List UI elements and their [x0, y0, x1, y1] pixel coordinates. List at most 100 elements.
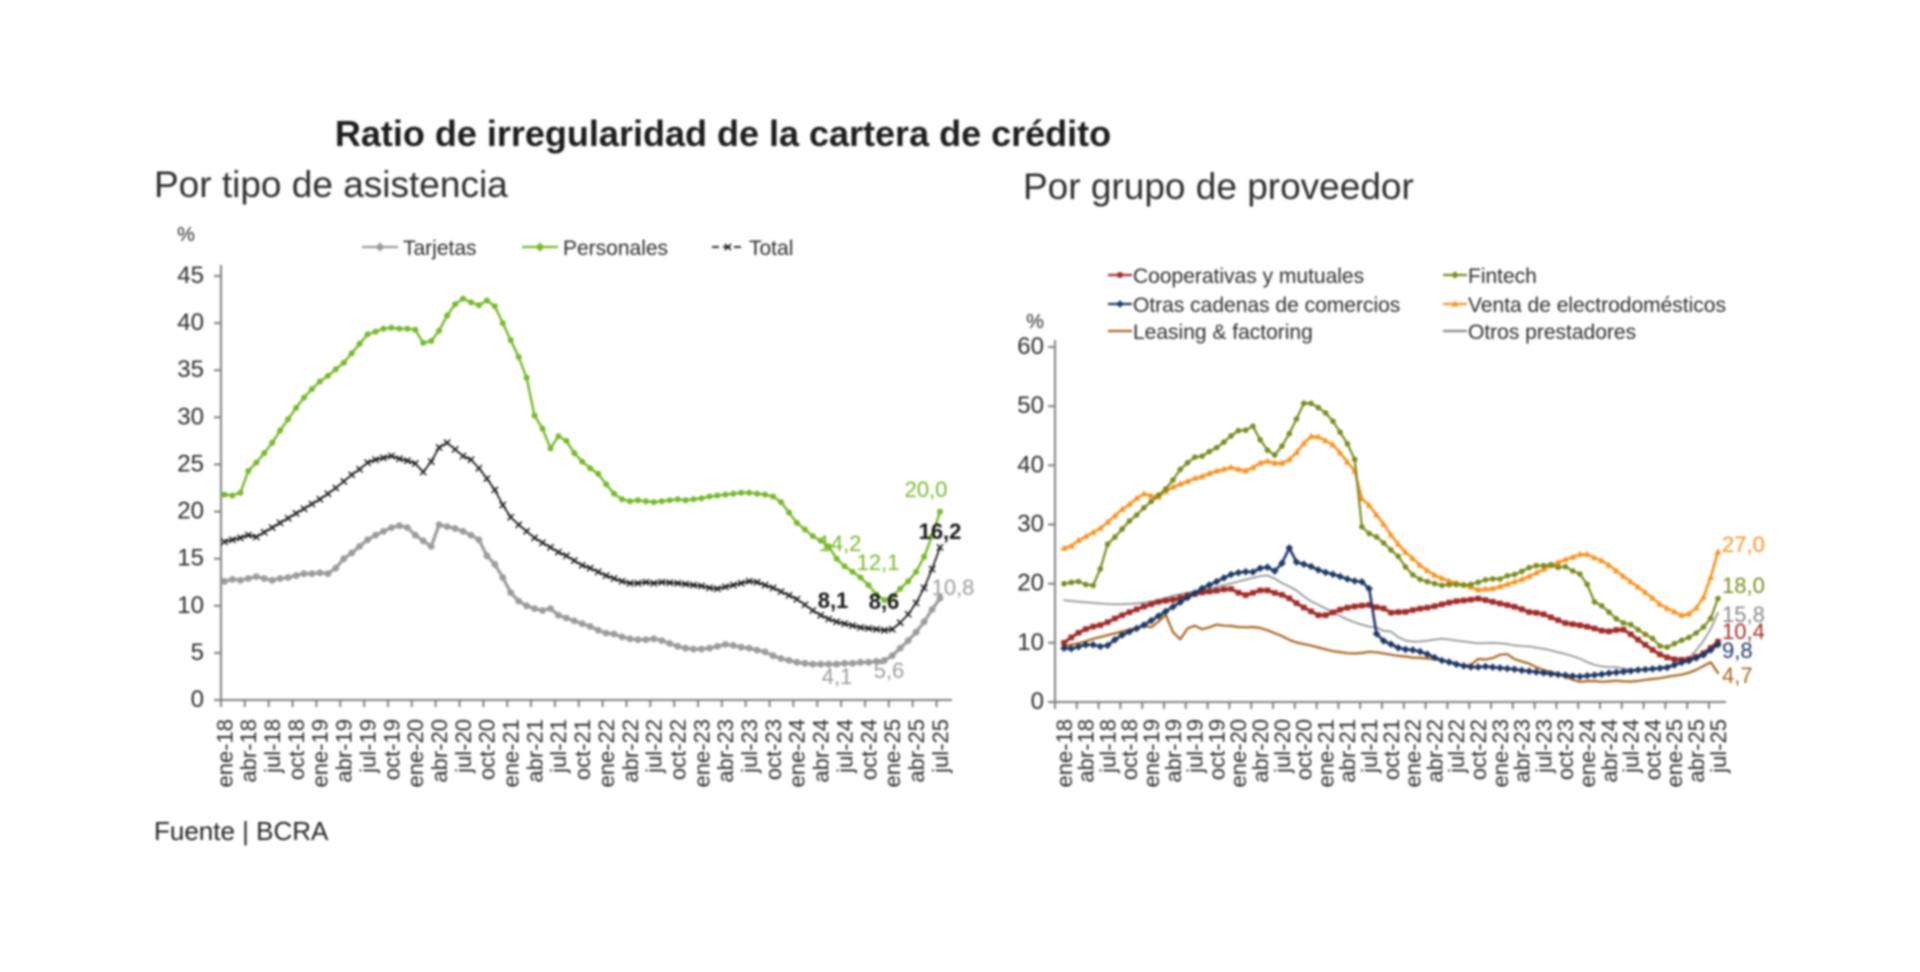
svg-text:Otras cadenas de comercios: Otras cadenas de comercios — [1133, 294, 1400, 317]
svg-text:ene-20: ene-20 — [1226, 719, 1251, 788]
svg-text:oct-19: oct-19 — [1204, 719, 1229, 780]
svg-text:oct-21: oct-21 — [1379, 719, 1404, 780]
svg-text:ene-19: ene-19 — [308, 719, 333, 788]
svg-text:9,8: 9,8 — [1722, 638, 1753, 663]
svg-text:Otros prestadores: Otros prestadores — [1468, 321, 1636, 344]
svg-text:abr-25: abr-25 — [904, 719, 929, 783]
svg-text:10: 10 — [1017, 629, 1044, 656]
svg-text:abr-19: abr-19 — [332, 719, 357, 783]
svg-text:ene-24: ene-24 — [1575, 719, 1600, 788]
svg-text:jul-21: jul-21 — [546, 719, 571, 774]
svg-text:ene-25: ene-25 — [1662, 719, 1687, 788]
svg-text:ene-24: ene-24 — [785, 719, 810, 788]
svg-text:ene-22: ene-22 — [1401, 719, 1426, 788]
svg-text:ene-18: ene-18 — [212, 719, 237, 788]
svg-text:20,0: 20,0 — [905, 477, 948, 502]
svg-text:5,6: 5,6 — [874, 658, 905, 683]
svg-text:jul-23: jul-23 — [1531, 719, 1556, 774]
svg-text:16,2: 16,2 — [919, 519, 962, 544]
svg-text:abr-23: abr-23 — [713, 719, 738, 783]
svg-text:jul-21: jul-21 — [1357, 719, 1382, 774]
svg-text:15,8: 15,8 — [1722, 602, 1765, 627]
svg-text:jul-19: jul-19 — [1183, 719, 1208, 774]
svg-text:20: 20 — [1017, 570, 1044, 597]
svg-text:30: 30 — [177, 403, 204, 430]
svg-text:Ratio de irregularidad de la c: Ratio de irregularidad de la cartera de … — [335, 113, 1111, 154]
svg-text:4,1: 4,1 — [822, 664, 853, 689]
svg-text:abr-24: abr-24 — [809, 719, 834, 783]
svg-text:25: 25 — [177, 450, 204, 477]
svg-text:%: % — [1026, 311, 1044, 333]
svg-text:%: % — [177, 224, 195, 246]
svg-text:40: 40 — [177, 309, 204, 336]
svg-text:jul-22: jul-22 — [642, 719, 667, 774]
svg-text:Fuente | BCRA: Fuente | BCRA — [154, 816, 329, 846]
svg-text:jul-25: jul-25 — [928, 719, 953, 774]
svg-text:8,6: 8,6 — [869, 589, 900, 614]
svg-text:ene-19: ene-19 — [1139, 719, 1164, 788]
svg-text:8,1: 8,1 — [818, 588, 849, 613]
svg-text:abr-20: abr-20 — [427, 719, 452, 783]
svg-text:10,4: 10,4 — [1722, 619, 1765, 644]
svg-text:Personales: Personales — [563, 237, 668, 260]
svg-text:ene-21: ene-21 — [1313, 719, 1338, 788]
svg-text:ene-22: ene-22 — [594, 719, 619, 788]
svg-text:5: 5 — [191, 639, 204, 666]
svg-text:abr-21: abr-21 — [1335, 719, 1360, 783]
svg-text:abr-20: abr-20 — [1248, 719, 1273, 783]
svg-text:oct-23: oct-23 — [1553, 719, 1578, 780]
svg-text:jul-18: jul-18 — [1095, 719, 1120, 774]
svg-text:35: 35 — [177, 356, 204, 383]
svg-text:0: 0 — [191, 686, 204, 713]
svg-text:50: 50 — [1017, 392, 1044, 419]
svg-text:jul-24: jul-24 — [1619, 719, 1644, 774]
svg-text:oct-18: oct-18 — [1117, 719, 1142, 780]
svg-text:ene-25: ene-25 — [880, 719, 905, 788]
svg-text:ene-21: ene-21 — [499, 719, 524, 788]
svg-text:18,0: 18,0 — [1722, 573, 1765, 598]
svg-text:oct-22: oct-22 — [1466, 719, 1491, 780]
svg-text:0: 0 — [1031, 688, 1044, 715]
svg-text:oct-23: oct-23 — [761, 719, 786, 780]
svg-text:27,0: 27,0 — [1722, 532, 1765, 557]
svg-text:14,2: 14,2 — [819, 531, 862, 556]
svg-text:oct-21: oct-21 — [570, 719, 595, 780]
svg-text:4,7: 4,7 — [1722, 663, 1753, 688]
svg-text:oct-19: oct-19 — [379, 719, 404, 780]
svg-text:jul-23: jul-23 — [737, 719, 762, 774]
svg-text:oct-24: oct-24 — [856, 719, 881, 780]
svg-text:abr-19: abr-19 — [1161, 719, 1186, 783]
svg-text:40: 40 — [1017, 451, 1044, 478]
svg-text:abr-22: abr-22 — [618, 719, 643, 783]
svg-text:ene-18: ene-18 — [1052, 719, 1077, 788]
svg-text:Fintech: Fintech — [1468, 265, 1537, 288]
svg-text:jul-20: jul-20 — [1270, 719, 1295, 774]
svg-text:Por tipo de asistencia: Por tipo de asistencia — [154, 164, 508, 205]
svg-text:45: 45 — [177, 262, 204, 289]
svg-text:Total: Total — [749, 237, 793, 260]
svg-text:Leasing & factoring: Leasing & factoring — [1133, 321, 1313, 344]
svg-text:oct-24: oct-24 — [1640, 719, 1665, 780]
svg-text:jul-24: jul-24 — [832, 719, 857, 774]
svg-text:Cooperativas y mutuales: Cooperativas y mutuales — [1133, 265, 1364, 288]
svg-text:15: 15 — [177, 545, 204, 572]
svg-text:Venta de electrodomésticos: Venta de electrodomésticos — [1468, 294, 1726, 317]
svg-text:jul-18: jul-18 — [260, 719, 285, 774]
svg-text:abr-18: abr-18 — [1074, 719, 1099, 783]
svg-text:jul-22: jul-22 — [1444, 719, 1469, 774]
svg-text:Por grupo de proveedor: Por grupo de proveedor — [1023, 166, 1414, 207]
svg-text:10,8: 10,8 — [932, 575, 975, 600]
svg-text:abr-24: abr-24 — [1597, 719, 1622, 783]
svg-text:abr-25: abr-25 — [1684, 719, 1709, 783]
svg-text:12,1: 12,1 — [857, 550, 900, 575]
svg-text:30: 30 — [1017, 511, 1044, 538]
svg-text:jul-19: jul-19 — [355, 719, 380, 774]
svg-text:ene-23: ene-23 — [1488, 719, 1513, 788]
svg-text:jul-25: jul-25 — [1706, 719, 1731, 774]
svg-text:ene-20: ene-20 — [403, 719, 428, 788]
svg-text:10: 10 — [177, 592, 204, 619]
svg-text:oct-18: oct-18 — [284, 719, 309, 780]
svg-text:abr-22: abr-22 — [1422, 719, 1447, 783]
svg-text:jul-20: jul-20 — [451, 719, 476, 774]
svg-text:20: 20 — [177, 498, 204, 525]
